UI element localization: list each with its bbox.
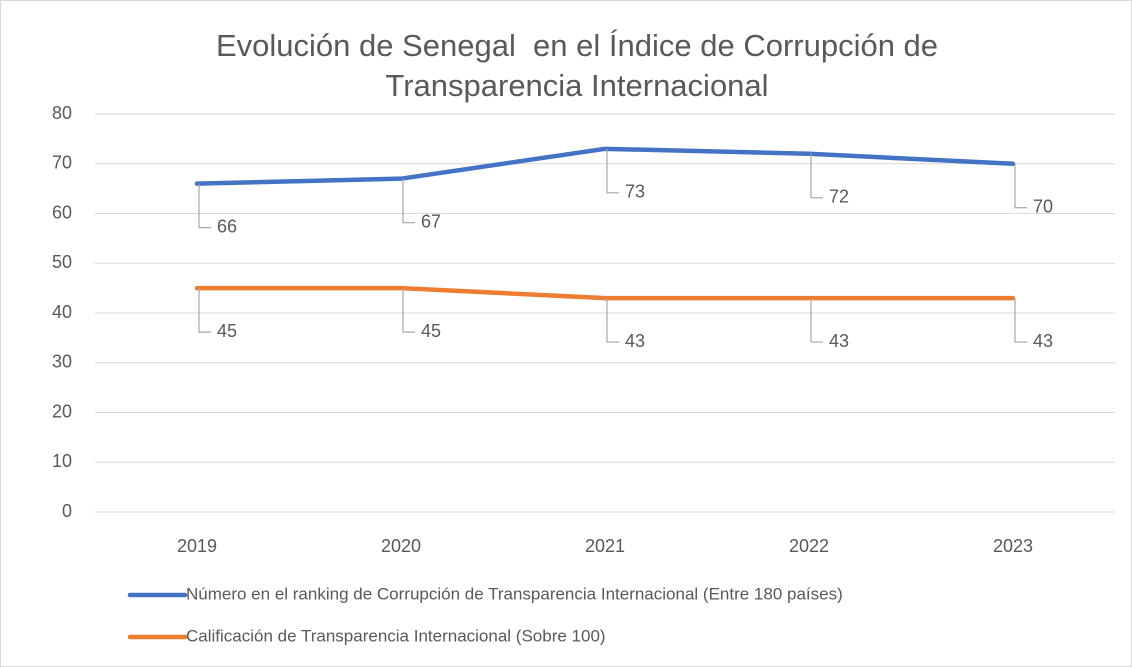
y-tick-label: 40 [52,302,72,322]
data-label: 43 [1033,331,1053,351]
leader-line [198,288,211,333]
data-label: 43 [625,331,645,351]
x-tick-label: 2023 [993,536,1033,556]
leader-line [1014,163,1027,209]
data-label: 45 [217,321,237,341]
legend-label: Calificación de Transparencia Internacio… [186,626,606,645]
data-label: 43 [829,331,849,351]
leader-line [402,178,415,224]
series-line [194,146,1016,186]
series-line [194,285,1016,301]
data-label: 72 [829,187,849,207]
y-tick-label: 30 [52,352,72,372]
x-tick-label: 2021 [585,536,625,556]
x-tick-label: 2019 [177,536,217,556]
chart-title: Evolución de Senegal en el Índice de Cor… [215,28,947,103]
y-tick-label: 50 [52,252,72,272]
leader-line [606,148,619,194]
leader-line [810,153,823,199]
leader-line [198,183,211,229]
y-tick-label: 80 [52,103,72,123]
x-tick-label: 2022 [789,536,829,556]
y-tick-label: 10 [52,451,72,471]
y-tick-label: 60 [52,202,72,222]
leader-line [1014,298,1027,343]
leader-line [606,298,619,343]
legend-label: Número en el ranking de Corrupción de Tr… [186,584,843,603]
data-label: 67 [421,211,441,231]
data-label: 45 [421,321,441,341]
y-tick-label: 0 [62,501,72,521]
y-tick-label: 20 [52,401,72,421]
data-label: 66 [217,216,237,236]
data-label: 70 [1033,197,1053,217]
x-tick-label: 2020 [381,536,421,556]
data-label: 73 [625,182,645,202]
leader-line [810,298,823,343]
leader-line [402,288,415,333]
y-tick-label: 70 [52,153,72,173]
